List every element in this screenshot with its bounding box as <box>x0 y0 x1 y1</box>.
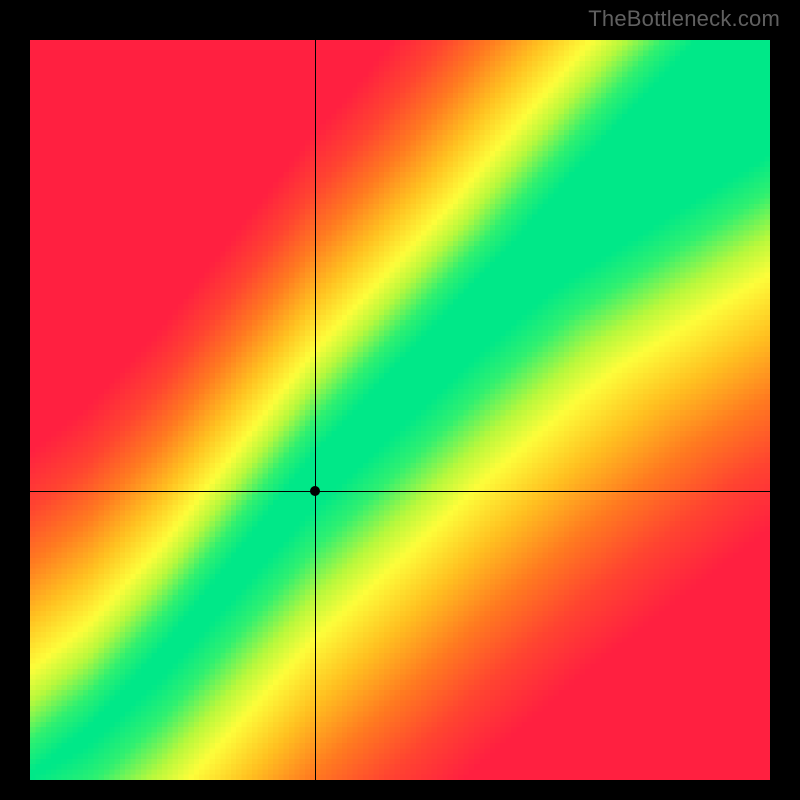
crosshair-marker <box>310 486 320 496</box>
heatmap-canvas <box>30 40 770 780</box>
attribution-label: TheBottleneck.com <box>588 6 780 32</box>
heatmap-plot <box>30 40 770 780</box>
crosshair-vertical <box>315 40 316 780</box>
chart-container: TheBottleneck.com <box>0 0 800 800</box>
crosshair-horizontal <box>30 491 770 492</box>
